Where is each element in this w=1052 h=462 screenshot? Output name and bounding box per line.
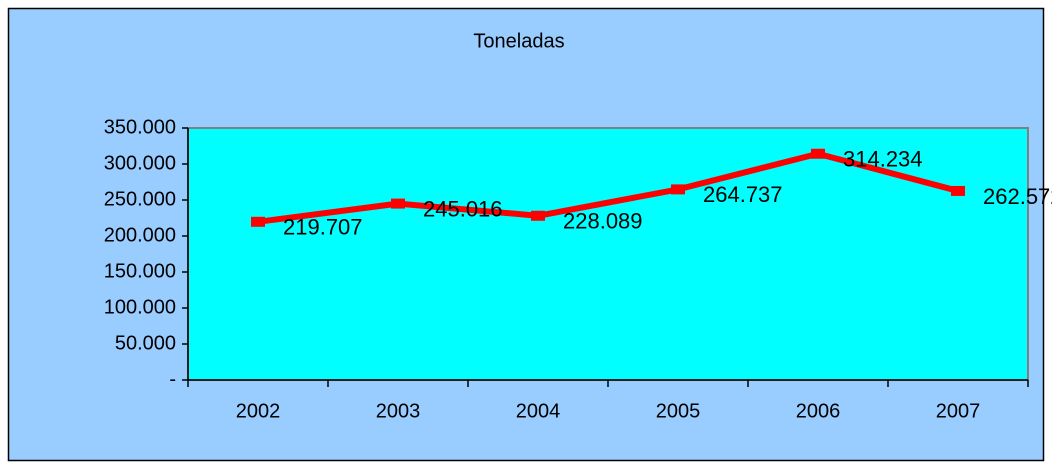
point-marker [391,198,405,209]
chart-title: Toneladas [473,30,564,52]
y-tick-label: 100.000 [104,296,176,318]
y-tick-label: 250.000 [104,188,176,210]
x-tick-label: 2006 [796,400,841,422]
point-marker [531,210,545,221]
y-tick-label: 50.000 [115,332,176,354]
x-tick-label: 2007 [936,400,981,422]
data-label: 228.089 [563,209,643,234]
y-tick-label: - [169,368,176,390]
y-tick-label: 150.000 [104,260,176,282]
x-tick-label: 2005 [656,400,701,422]
point-marker [951,185,965,196]
data-label: 219.707 [283,215,363,240]
point-marker [251,216,265,227]
data-label: 264.737 [703,182,783,207]
data-label: 262.572 [983,184,1052,209]
x-tick-label: 2002 [236,400,281,422]
point-marker [671,184,685,195]
data-label: 314.234 [843,147,923,172]
point-marker [811,148,825,159]
x-tick-label: 2003 [376,400,421,422]
series-line [257,150,959,225]
y-tick-label: 300.000 [104,152,176,174]
data-label: 245.016 [423,196,503,221]
y-tick-label: 350.000 [104,116,176,138]
y-tick-label: 200.000 [104,224,176,246]
x-tick-label: 2004 [516,400,561,422]
